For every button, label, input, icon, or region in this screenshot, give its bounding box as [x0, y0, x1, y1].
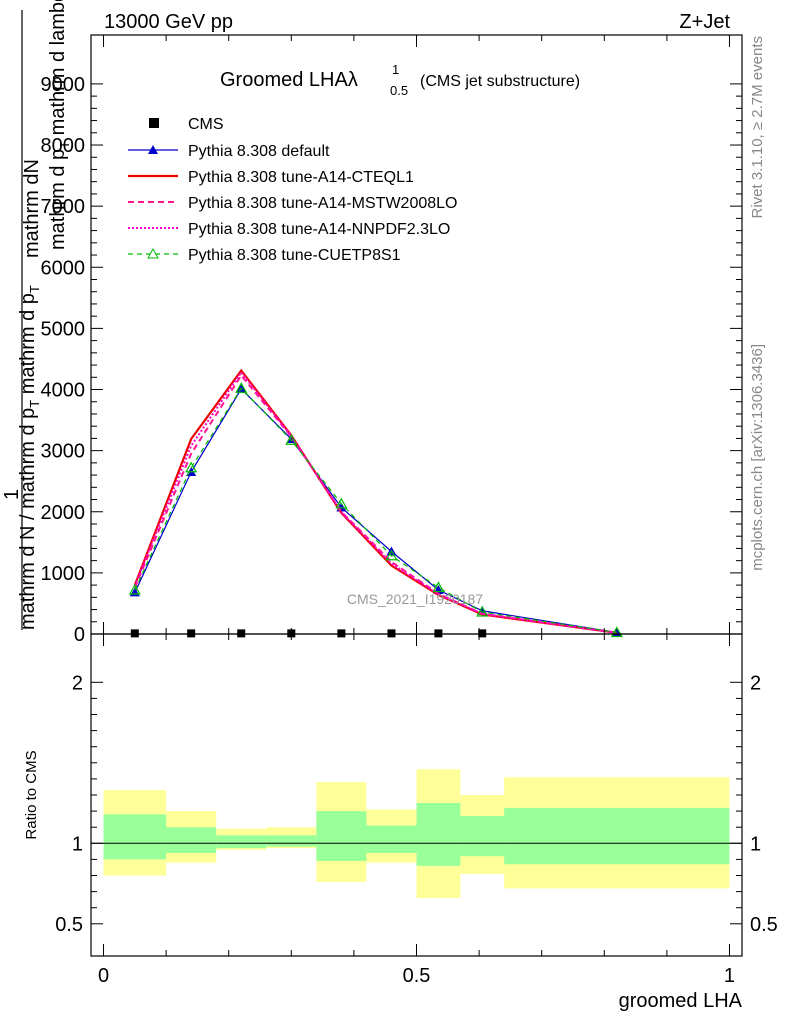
analysis-watermark: CMS_2021_I1920187 — [347, 591, 483, 607]
point-cuetp8s1 — [285, 434, 298, 445]
point-cuetp8s1 — [128, 583, 141, 595]
ratio-band-inner — [266, 835, 317, 847]
point-cuetp8s1 — [432, 581, 445, 593]
series-line-nnpdf — [133, 370, 617, 634]
ratio-ytick-label-left: 0.5 — [55, 914, 83, 936]
main-ytick-label: 5000 — [41, 318, 86, 340]
ylabel-denominator-a: mathrm d p — [47, 149, 69, 250]
plot-title-main: Groomed LHA — [220, 69, 348, 91]
main-ytick-label: 6000 — [41, 257, 86, 279]
xtick-label: 0.5 — [403, 965, 431, 987]
main-ytick-label: 0 — [74, 624, 85, 646]
header-left-label: 13000 GeV pp — [104, 11, 233, 33]
ratio-band-inner — [504, 807, 730, 865]
ratio-band-inner — [166, 827, 217, 853]
point-cuetp8s1 — [185, 461, 198, 473]
ylabel-numerator-b: N — [21, 159, 43, 173]
cms-point — [434, 629, 443, 638]
cms-point — [237, 629, 246, 638]
ratio-uncertainty-bands — [103, 769, 730, 899]
svg-text:mathrm d N / mathrm d pT mathr: mathrm d N / mathrm d pT mathrm d pT — [17, 285, 42, 630]
ratio-band-inner — [103, 814, 167, 860]
main-ytick-label: 7000 — [41, 196, 86, 218]
main-ytick-label: 9000 — [41, 74, 86, 96]
ylabel-denominator-b: mathrm d lambda — [47, 0, 69, 141]
legend-cms-label: CMS — [188, 116, 224, 133]
cms-point — [387, 629, 396, 638]
legend-marker-default — [148, 145, 158, 154]
legend-label-nnpdf: Pythia 8.308 tune-A14-NNPDF2.3LO — [188, 221, 450, 238]
ratio-ytick-label-right: 0.5 — [750, 914, 778, 936]
main-ytick-label: 1000 — [41, 563, 86, 585]
ylabel-outer-sub: T — [27, 400, 42, 408]
ratio-band-inner — [216, 835, 267, 849]
xtick-label: 0 — [98, 965, 109, 987]
legend-label-mstw: Pythia 8.308 tune-A14-MSTW2008LO — [188, 195, 457, 212]
main-ytick-label: 8000 — [41, 135, 86, 157]
header-right-label: Z+Jet — [679, 11, 730, 33]
ylabel-one: 1 — [1, 489, 23, 500]
plot-title-lambda: λ — [348, 69, 358, 91]
ylabel-outer-bottom-a: mathrm d N / mathrm d p — [17, 408, 39, 630]
point-cuetp8s1 — [385, 549, 398, 561]
ratio-band-inner — [416, 803, 461, 866]
point-cuetp8s1 — [476, 605, 489, 617]
plot-title-extra: (CMS jet substructure) — [420, 73, 580, 90]
legend-label-cteql1: Pythia 8.308 tune-A14-CTEQL1 — [188, 169, 414, 186]
legend-label-default: Pythia 8.308 default — [188, 143, 330, 160]
main-ytick-label: 4000 — [41, 380, 86, 402]
legend-cms-marker — [149, 118, 159, 128]
point-cuetp8s1 — [335, 497, 348, 509]
ratio-ytick-label-left: 2 — [72, 672, 83, 694]
main-ytick-label: 3000 — [41, 441, 86, 463]
ylabel-outer-bottom-b: mathrm d p — [17, 293, 39, 400]
legend-marker-cuetp8s1 — [147, 247, 159, 259]
xlabel: groomed LHA — [619, 990, 743, 1012]
point-cuetp8s1 — [235, 382, 248, 393]
svg-text:mathrm dN: mathrm dN — [21, 159, 43, 258]
cms-point — [130, 629, 139, 638]
cms-point — [337, 629, 346, 638]
ratio-band-inner — [366, 825, 417, 853]
main-ylabel: mathrm dN mathrm d pT mathrm d lambda 1 … — [1, 0, 72, 630]
cms-point — [187, 629, 196, 638]
xtick-label: 1 — [724, 965, 735, 987]
plot-title-sub: 0.5 — [390, 83, 408, 98]
ratio-band-inner — [460, 815, 505, 857]
series-line-cuetp8s1 — [134, 387, 617, 634]
mcplots-label: mcplots.cern.ch [arXiv:1306.3436] — [749, 344, 766, 571]
legend-label-cuetp8s1: Pythia 8.308 tune-CUETP8S1 — [188, 247, 401, 264]
main-series-group — [128, 368, 623, 638]
ratio-ylabel: Ratio to CMS — [23, 750, 40, 839]
main-ytick-label: 2000 — [41, 502, 86, 524]
ratio-ytick-label-left: 1 — [72, 833, 83, 855]
point-cuetp8s1 — [610, 626, 623, 638]
plot-title: Groomed LHAλ — [220, 69, 358, 91]
legend: CMS Pythia 8.308 default Pythia 8.308 tune… — [128, 116, 457, 264]
svg-text:mathrm d pT mathrm d lambda: mathrm d pT mathrm d lambda — [47, 0, 72, 250]
ratio-ytick-label-right: 2 — [750, 672, 761, 694]
rivet-version-label: Rivet 3.1.10, ≥ 2.7M events — [749, 36, 766, 219]
axes-ticks: 0 1000 2000 3000 4000 5000 6000 7000 8000 9000 0.5… — [41, 35, 778, 987]
ratio-ytick-label-right: 1 — [750, 833, 761, 855]
ylabel-denominator-sub: T — [57, 141, 72, 149]
ylabel-numerator-a: mathrm d — [21, 174, 43, 258]
ylabel-outer-sub2: T — [27, 285, 42, 293]
cms-data-points — [130, 629, 487, 638]
ratio-band-inner — [316, 811, 367, 862]
plot-title-sup: 1 — [392, 62, 399, 77]
cms-point — [478, 629, 487, 638]
